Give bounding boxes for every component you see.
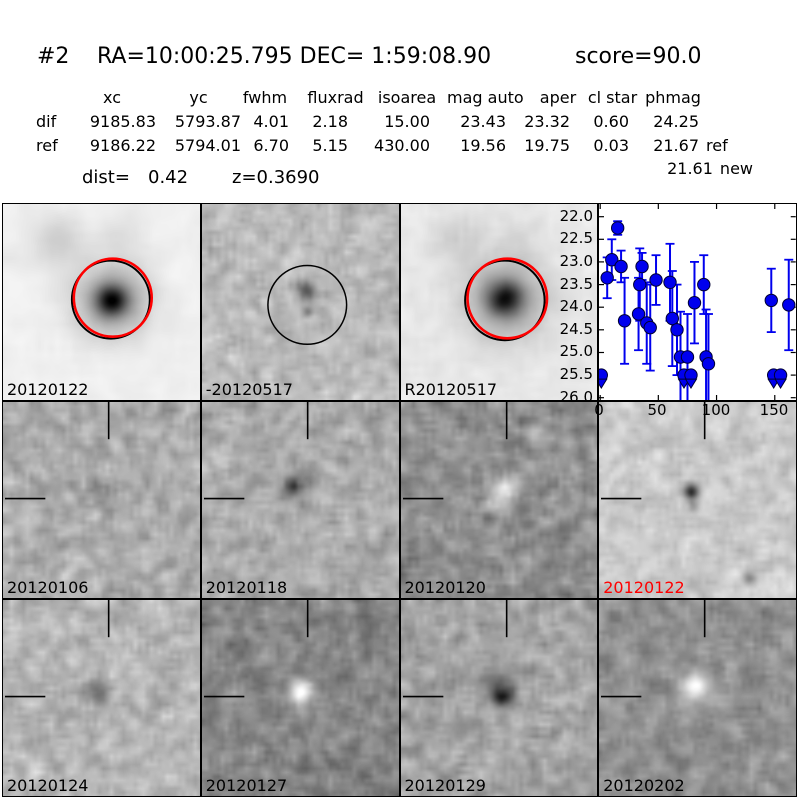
col-xc: xc: [103, 88, 121, 107]
col-fluxrad: fluxrad: [307, 88, 364, 107]
cutout-label: 20120124: [7, 776, 89, 795]
cutout-image: [599, 600, 796, 796]
position-crosshair: [402, 600, 507, 698]
x-tick-label: 50: [647, 401, 667, 419]
candidate-score: score=90.0: [575, 44, 702, 69]
cutout-image: [400, 204, 598, 400]
cutout-image: [599, 402, 796, 598]
cutout-grid: 20120122 -20120517 R20120517 20120106 20…: [2, 203, 797, 797]
cutout-image: [3, 204, 200, 400]
cutout-image: [201, 600, 399, 796]
row-label: dif: [36, 112, 57, 131]
cutout-label: 20120122: [7, 380, 89, 399]
cutout-det-20120122: 20120122: [598, 401, 797, 599]
cutout-20120202: 20120202: [598, 599, 797, 797]
dist-value: 0.42: [148, 167, 189, 188]
cutout-dif-20120517: -20120517: [200, 203, 400, 401]
cutout-label: -20120517: [205, 380, 293, 399]
cutout-image: [3, 402, 200, 598]
position-crosshair: [402, 402, 507, 500]
col-aper: aper: [539, 88, 577, 107]
cutout-20120129: 20120129: [399, 599, 599, 797]
phmag-new-suffix: new: [719, 159, 753, 178]
cutout-20120120: 20120120: [399, 401, 599, 599]
y-tick-label: 25.5: [559, 365, 593, 383]
cutout-label: 20120127: [205, 776, 288, 795]
col-fwhm: fwhm: [242, 88, 288, 107]
row-label: ref: [36, 136, 58, 155]
cutout-image: [201, 204, 399, 400]
dist-label: dist=: [82, 167, 130, 188]
cutout-image: [3, 600, 200, 796]
cutout-label: 20120120: [404, 578, 486, 597]
y-tick-label: 25.0: [559, 342, 593, 360]
distance-redshift-line: dist= 0.42 z=0.3690: [0, 167, 800, 191]
candidate-coordinates: RA=10:00:25.795 DEC= 1:59:08.90: [97, 44, 492, 69]
x-tick-label: 0: [594, 401, 604, 419]
col-phmag: phmag: [645, 88, 701, 107]
y-tick-label: 23.0: [559, 252, 593, 270]
aperture-circles: [70, 257, 154, 340]
candidate-number: #2: [37, 44, 70, 69]
col-yc: yc: [189, 88, 208, 107]
y-tick-label: 22.0: [559, 207, 593, 225]
x-tick-label: 150: [759, 401, 789, 419]
cutout-new-20120122: 20120122: [2, 203, 201, 401]
position-crosshair: [4, 600, 110, 698]
cutout-label: 20120202: [603, 776, 685, 795]
cutout-label-highlighted: 20120122: [603, 578, 685, 597]
cutout-image: [201, 402, 399, 598]
aperture-circle: [266, 264, 348, 346]
cutout-ref-20120517: R20120517: [399, 203, 599, 401]
x-tick-label: 100: [701, 401, 731, 419]
y-tick-label: 24.0: [559, 297, 593, 315]
light-curve-plot: [599, 204, 796, 400]
cutout-20120127: 20120127: [200, 599, 400, 797]
y-tick-label: 23.5: [559, 275, 593, 293]
cutout-20120106: 20120106: [2, 401, 201, 599]
redshift-value: z=0.3690: [232, 167, 320, 188]
cutout-image: [400, 600, 598, 796]
position-crosshair: [203, 600, 309, 698]
aperture-circles: [463, 257, 548, 342]
cutout-label: 20120106: [7, 578, 89, 597]
y-tick-label: 24.5: [559, 320, 593, 338]
cutout-label: 20120118: [205, 578, 288, 597]
cutout-label: 20120129: [404, 776, 486, 795]
col-isoarea: isoarea: [377, 88, 437, 107]
cutout-image: [400, 402, 598, 598]
table-row-dif: dif 9185.83 5793.87 4.01 2.18 15.00 23.4…: [36, 112, 699, 131]
position-crosshair: [4, 402, 110, 500]
position-crosshair: [601, 600, 706, 698]
phmag-new-line: 21.61 new: [36, 159, 753, 179]
page-title: #2 RA=10:00:25.795 DEC= 1:59:08.90 score…: [0, 44, 800, 70]
position-crosshair: [203, 402, 309, 500]
light-curve-panel: [598, 203, 797, 401]
y-tick-label: 26.0: [559, 388, 593, 406]
position-crosshair: [601, 402, 706, 500]
col-cl-star: cl star: [587, 88, 638, 107]
y-tick-label: 22.5: [559, 229, 593, 247]
phmag-new-value: 21.61: [667, 159, 713, 178]
cutout-label: R20120517: [404, 380, 498, 399]
cutout-20120118: 20120118: [200, 401, 400, 599]
photometry-table-header: xc yc fwhm fluxrad isoarea mag auto aper…: [36, 88, 759, 108]
cutout-20120124: 20120124: [2, 599, 201, 797]
col-mag-auto: mag auto: [447, 88, 524, 107]
table-row-ref: ref 9186.22 5794.01 6.70 5.15 430.00 19.…: [36, 136, 728, 155]
